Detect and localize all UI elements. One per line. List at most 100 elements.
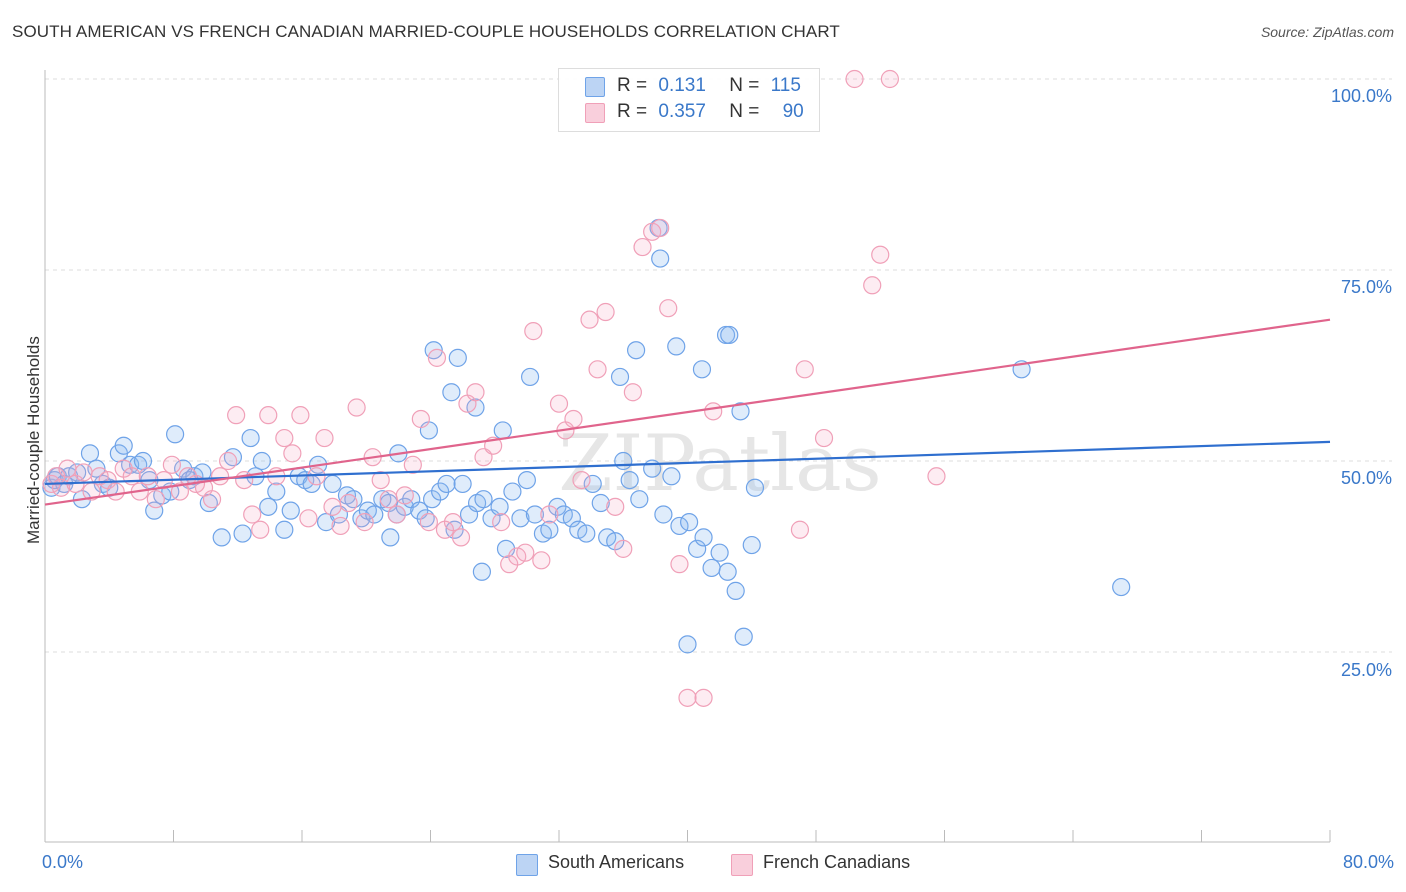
french-canadian-point (210, 467, 230, 486)
french-canadian-point (492, 513, 511, 532)
south-american-point (667, 337, 686, 356)
french-canadian-point (323, 497, 342, 516)
french-canadian-point (331, 516, 350, 536)
french-canadian-point (339, 493, 358, 513)
stats-legend: R = 0.131 N = 115 R = 0.357 N = 90 (558, 68, 820, 132)
french-canadian-point (403, 455, 422, 474)
south-american-point (233, 524, 252, 543)
french-canadian-point (283, 444, 302, 463)
south-american-point (620, 471, 639, 490)
legend-swatch-south-americans (516, 854, 538, 876)
south-american-point (365, 505, 384, 524)
french-canadian-point (219, 451, 238, 471)
south-american-point (731, 402, 750, 421)
south-american-point (381, 528, 400, 547)
y-axis-label: Married-couple Households (24, 336, 43, 544)
south-american-point (680, 513, 699, 532)
french-canadian-point (633, 237, 652, 257)
south-american-point (614, 451, 633, 471)
french-canadian-point (795, 360, 814, 379)
french-canadian-point (588, 360, 607, 379)
french-canadian-point (694, 688, 713, 707)
south-american-point (702, 558, 721, 578)
french-canadian-point (670, 555, 689, 574)
y-tick-label: 75.0% (1340, 277, 1392, 297)
french-canadian-point (549, 394, 569, 413)
legend-r-value: 0.131 (658, 75, 706, 96)
south-american-point (241, 428, 260, 448)
south-american-point (626, 341, 646, 360)
french-canadian-point (814, 428, 834, 448)
french-canadian-point (880, 69, 899, 89)
french-canadian-point (170, 482, 190, 501)
south-american-point (166, 425, 185, 444)
french-canadian-point (443, 513, 463, 532)
legend-r-label: R = (617, 75, 648, 96)
french-canadian-point (243, 505, 262, 524)
south-american-point (445, 520, 464, 539)
french-canadian-point (614, 539, 633, 558)
south-american-trendline (44, 440, 1331, 486)
legend-n-label: N = (729, 75, 760, 96)
south-american-point (562, 509, 581, 528)
french-canadian-point (532, 551, 551, 570)
french-canadian-point (419, 513, 438, 532)
south-american-point (437, 474, 456, 494)
source-label: Source: ZipAtlas.com (1260, 24, 1394, 40)
south-american-point (448, 348, 467, 367)
french-canadian-point (58, 459, 77, 478)
french-canadian-point (146, 490, 165, 509)
south-american-point (490, 497, 509, 516)
south-american-point (281, 501, 300, 520)
south-american-point (694, 528, 713, 547)
south-american-point (591, 493, 610, 513)
french-canadian-point (315, 428, 334, 448)
south-american-point (80, 444, 100, 463)
french-canadian-point (466, 383, 485, 402)
french-canadian-point (138, 467, 157, 486)
south-american-point (259, 497, 278, 516)
french-canadian-point (411, 409, 430, 429)
south-american-point (643, 459, 662, 478)
south-american-point (68, 463, 87, 482)
legend-n-value: 115 (770, 75, 801, 96)
south-american-point (742, 535, 761, 555)
french-canadian-point (387, 505, 406, 524)
legend-n-value: 90 (782, 101, 804, 122)
south-american-point (267, 482, 286, 501)
south-american-point (692, 360, 712, 379)
south-american-point (442, 383, 461, 402)
french-canadian-point (347, 398, 366, 417)
x-tick-label: 80.0% (1342, 852, 1394, 872)
south-american-point (630, 490, 649, 509)
legend-swatch-french-canadians (585, 103, 605, 123)
legend-label-south-americans: South Americans (548, 852, 685, 872)
french-canadian-point (651, 218, 670, 238)
south-american-point (252, 451, 271, 471)
french-canadian-point (580, 310, 599, 329)
south-american-point (431, 482, 450, 501)
french-canadian-point (704, 402, 723, 421)
french-canadian-point (871, 245, 890, 264)
south-american-point (275, 520, 294, 539)
french-canadian-point (678, 688, 697, 707)
french-canadian-point (606, 497, 625, 516)
french-canadian-point (572, 471, 591, 490)
south-american-point (726, 581, 745, 600)
legend-r-label: R = (617, 101, 648, 122)
south-american-point (520, 367, 540, 387)
french-canadian-point (275, 428, 294, 448)
french-canadian-point (564, 409, 583, 429)
south-american-point (651, 249, 670, 268)
south-american-point (734, 627, 753, 646)
french-canadian-point (291, 406, 310, 425)
south-american-point (710, 543, 729, 562)
south-american-point (511, 509, 530, 528)
y-tick-label: 25.0% (1340, 660, 1392, 680)
south-american-point (610, 367, 630, 387)
french-canadian-point (355, 513, 374, 532)
south-american-point (525, 505, 545, 524)
french-canadian-point (259, 406, 278, 425)
south-american-point (654, 505, 673, 524)
